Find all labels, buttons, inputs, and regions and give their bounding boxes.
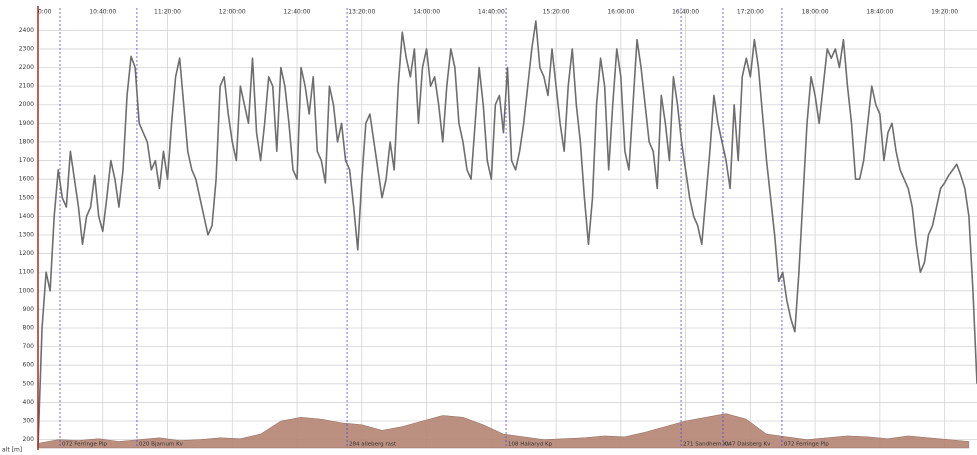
x-tick-label: 15:20:00: [543, 9, 570, 16]
y-tick-label: 1100: [19, 269, 34, 276]
x-tick-label: 10:40:00: [89, 9, 116, 16]
x-tick-label: 18:00:00: [802, 9, 829, 16]
station-label: 284 alleberg rast: [349, 442, 397, 448]
x-tick-label: 18:40:00: [866, 9, 893, 16]
y-axis-label: alt [m]: [2, 447, 22, 454]
y-tick-label: 1500: [19, 194, 34, 201]
y-tick-label: 2100: [19, 83, 34, 90]
x-tick-label: 12:40:00: [284, 9, 311, 16]
station-label: 020 Bjarnum Kv: [139, 442, 184, 448]
y-tick-label: 2400: [19, 27, 34, 34]
x-tick-label: 10:00:00: [25, 9, 52, 16]
y-tick-label: 200: [23, 436, 35, 443]
y-tick-label: 400: [23, 399, 35, 406]
station-label: 108 Hallaryd Kp: [508, 442, 553, 448]
x-tick-label: 19:20:00: [931, 9, 958, 16]
station-label: 047 Dalsberg Kv: [725, 442, 771, 448]
y-tick-label: 600: [23, 362, 35, 369]
line-layer: [37, 20, 977, 448]
x-tick-label: 11:20:00: [154, 9, 181, 16]
y-tick-label: 800: [23, 325, 35, 332]
y-tick-label: 1200: [19, 250, 34, 257]
x-tick-label: 17:20:00: [737, 9, 764, 16]
grid: [37, 8, 977, 448]
altitude-line: [37, 20, 977, 448]
x-tick-label: 12:00:00: [219, 9, 246, 16]
y-tick-label: 2000: [19, 101, 34, 108]
y-tick-label: 700: [23, 343, 35, 350]
y-tick-label: 1300: [19, 231, 34, 238]
x-tick-label: 13:20:00: [348, 9, 375, 16]
y-tick-label: 2300: [19, 45, 34, 52]
y-tick-label: 2200: [19, 64, 34, 71]
y-tick-label: 500: [23, 380, 35, 387]
y-tick-label: 1000: [19, 287, 34, 294]
y-tick-label: 1700: [19, 157, 34, 164]
label-layer: 10:00:00 10:40:00 11:20:00 12:00:00 12:40:00…: [25, 9, 958, 448]
station-label: 072 Ferringe Plp: [62, 442, 107, 448]
x-tick-label: 16:40:00: [672, 9, 699, 16]
y-tick-label: 1400: [19, 213, 34, 220]
y-tick-label: 1800: [19, 138, 34, 145]
profile-area: [37, 413, 970, 449]
x-tick-label: 14:40:00: [478, 9, 505, 16]
y-tick-label: 1600: [19, 176, 34, 183]
station-label: 072 Ferringe Plp: [784, 442, 829, 448]
x-tick-label: 14:00:00: [413, 9, 440, 16]
y-tick-label: 900: [23, 306, 35, 313]
y-tick-label: 300: [23, 418, 35, 425]
station-label: 271 Sandhem Kv: [683, 442, 731, 448]
x-tick-label: 16:00:00: [607, 9, 634, 16]
area-layer: [37, 413, 970, 449]
y-tick-label: 1900: [19, 120, 34, 127]
